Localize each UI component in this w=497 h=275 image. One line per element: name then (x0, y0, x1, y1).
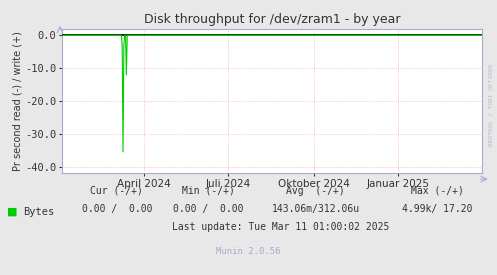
Text: 0.00 /  0.00: 0.00 / 0.00 (82, 204, 152, 214)
Text: Bytes: Bytes (23, 207, 55, 217)
Text: ■: ■ (7, 207, 18, 217)
Text: RRDTOOL / TOBI OETIKER: RRDTOOL / TOBI OETIKER (489, 63, 494, 146)
Text: Min (-/+): Min (-/+) (182, 186, 235, 196)
Title: Disk throughput for /dev/zram1 - by year: Disk throughput for /dev/zram1 - by year (144, 13, 401, 26)
Text: Munin 2.0.56: Munin 2.0.56 (216, 248, 281, 256)
Text: 143.06m/312.06u: 143.06m/312.06u (271, 204, 360, 214)
Text: 0.00 /  0.00: 0.00 / 0.00 (173, 204, 244, 214)
Y-axis label: Pr second read (-) / write (+): Pr second read (-) / write (+) (12, 31, 22, 171)
Text: Max (-/+): Max (-/+) (411, 186, 464, 196)
Text: Last update: Tue Mar 11 01:00:02 2025: Last update: Tue Mar 11 01:00:02 2025 (172, 222, 390, 232)
Text: Cur (-/+): Cur (-/+) (90, 186, 143, 196)
Text: Avg  (-/+): Avg (-/+) (286, 186, 345, 196)
Text: 4.99k/ 17.20: 4.99k/ 17.20 (402, 204, 473, 214)
